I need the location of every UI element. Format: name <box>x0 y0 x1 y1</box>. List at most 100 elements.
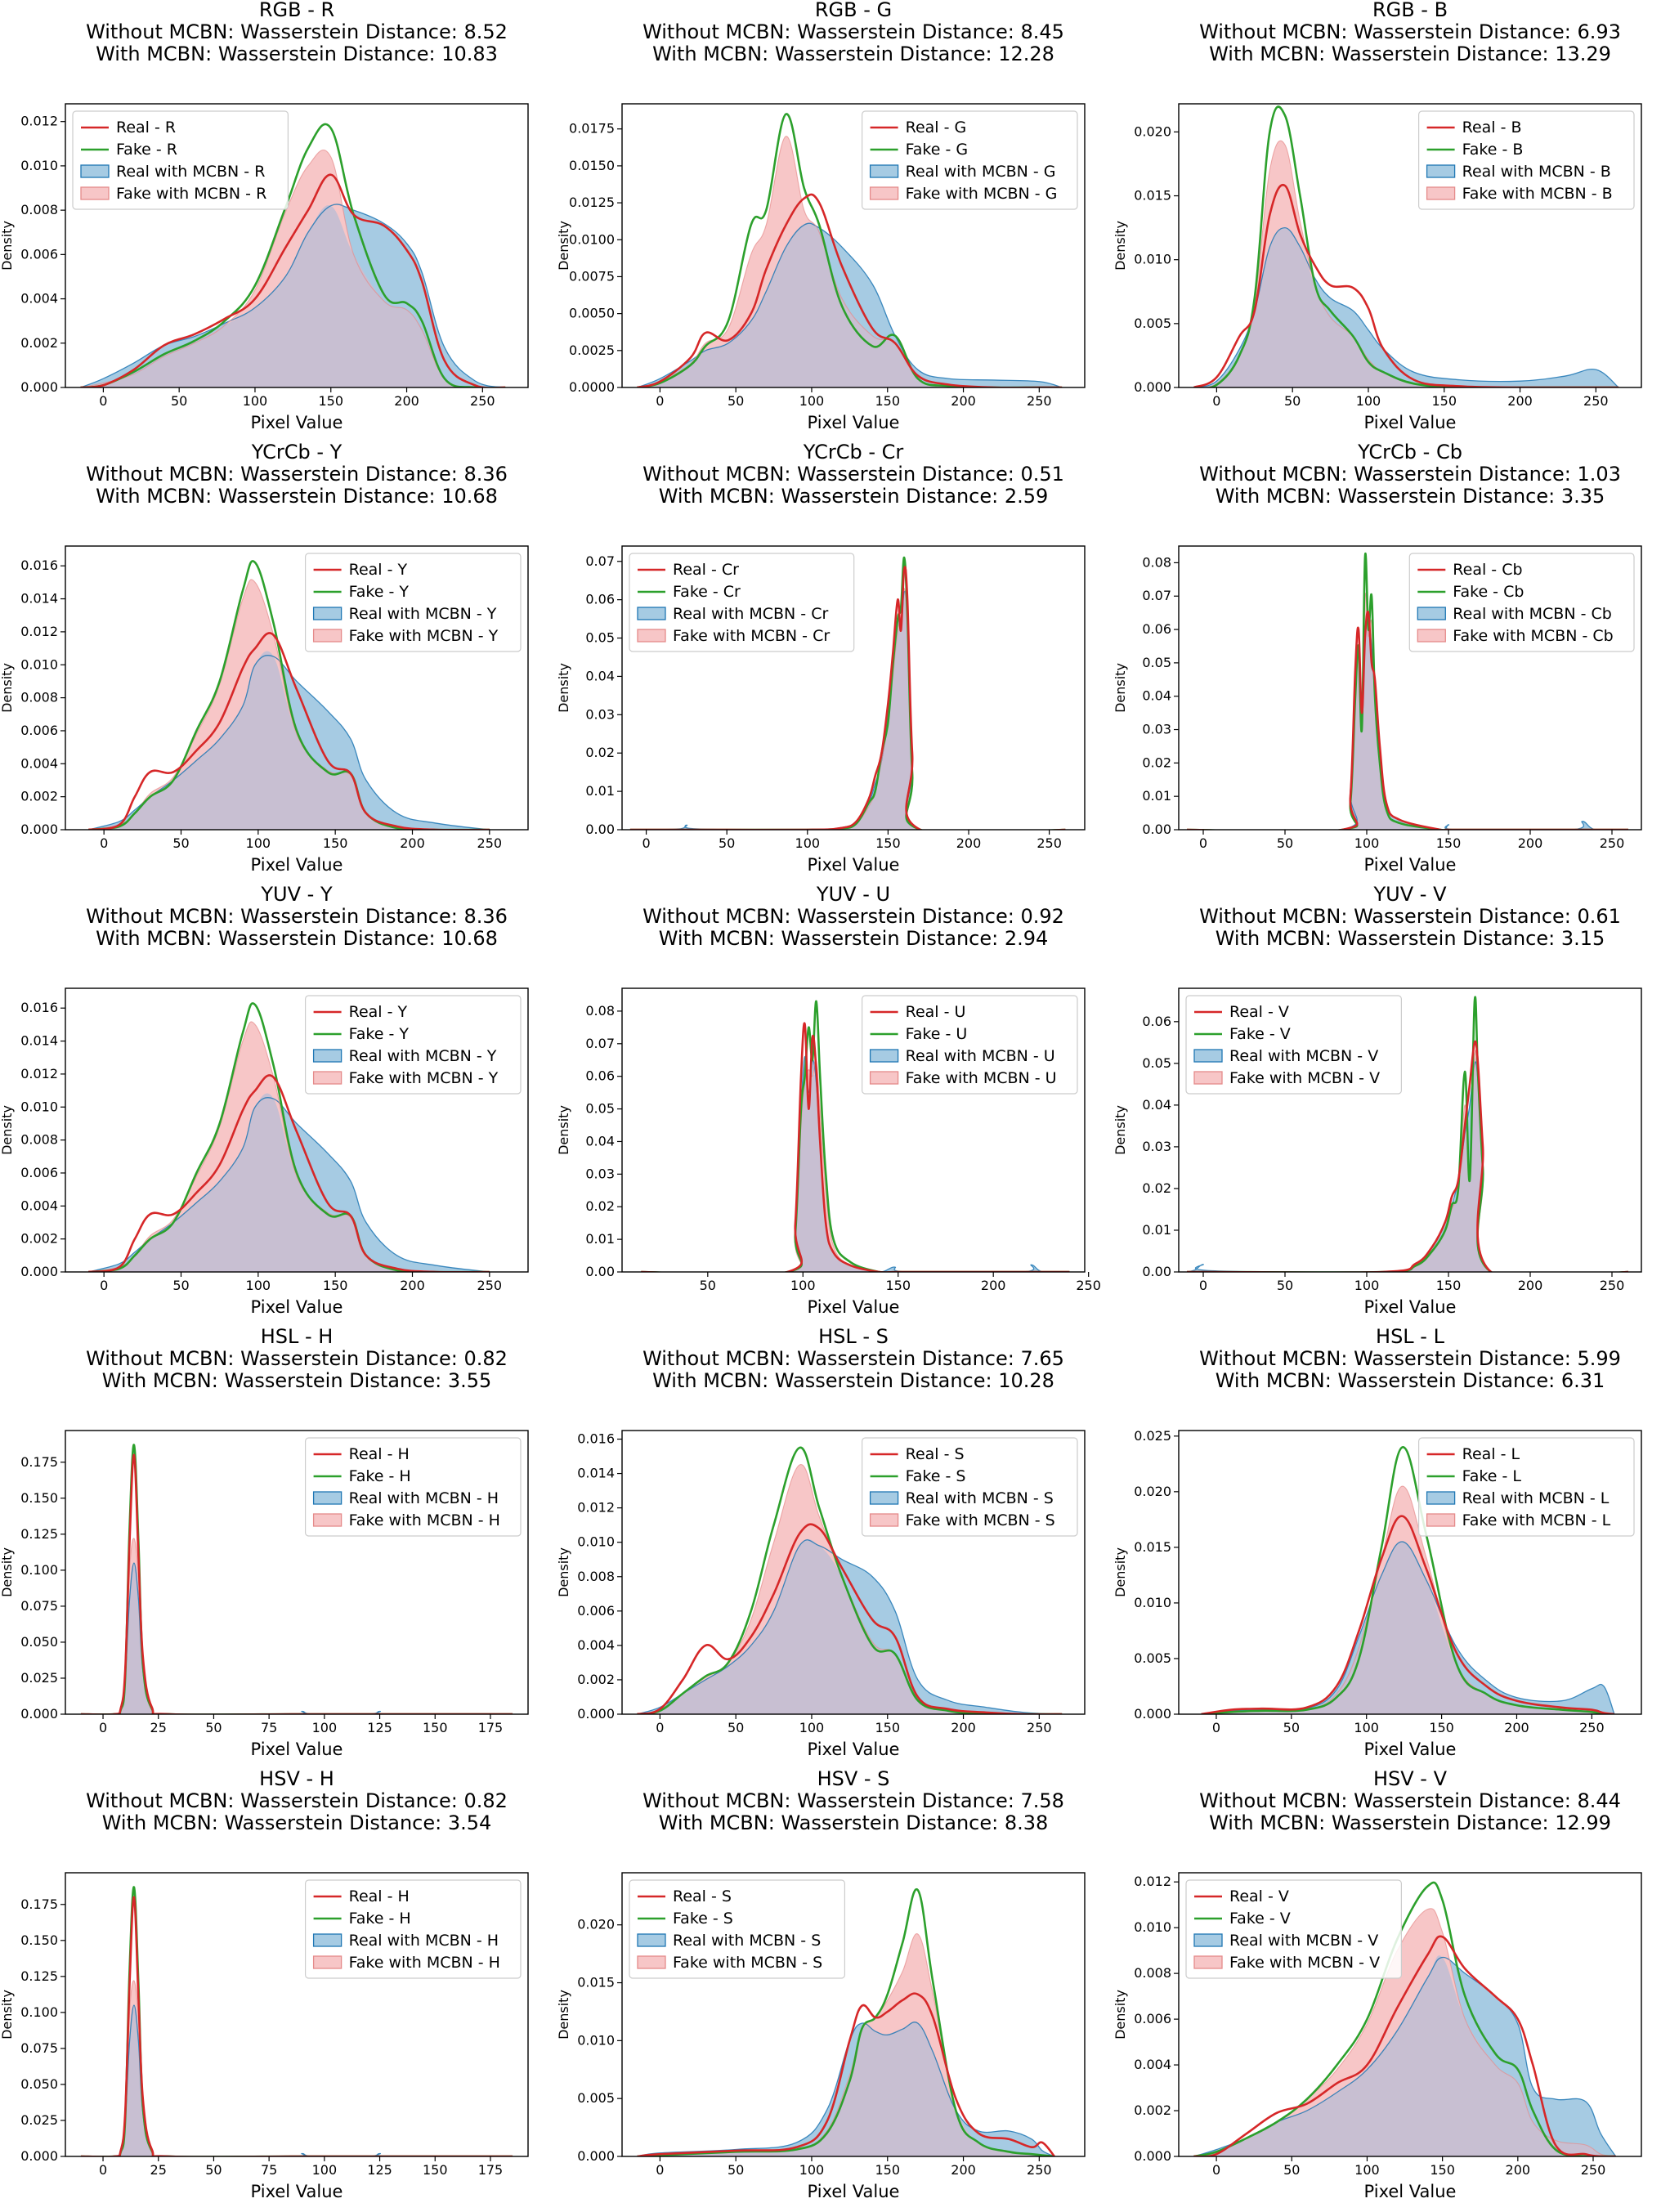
x-axis-label: Pixel Value <box>251 855 343 875</box>
x-tick-label: 250 <box>477 1278 503 1293</box>
y-tick-label: 0.03 <box>585 1166 615 1181</box>
legend-entry: Fake - R <box>116 141 177 159</box>
y-tick-label: 0.008 <box>1134 1965 1171 1981</box>
y-tick-label: 0.010 <box>20 158 58 173</box>
x-tick-label: 0 <box>656 1720 664 1735</box>
legend: Real - Y Fake - Y Real with MCBN - Y Fake w… <box>305 995 522 1095</box>
line-real <box>637 1992 1055 2156</box>
area-overlap <box>641 1074 1070 1272</box>
area-overlap <box>1201 1542 1614 1714</box>
legend-entry: Real - V <box>1229 1003 1289 1021</box>
legend-entry: Real with MCBN - H <box>349 1489 499 1507</box>
x-axis-label: Pixel Value <box>808 2182 900 2201</box>
y-tick-label: 0.016 <box>577 1431 615 1447</box>
y-tick-label: 0.04 <box>1142 688 1171 704</box>
x-axis-label: Pixel Value <box>1364 2182 1457 2201</box>
x-tick-label: 175 <box>478 2162 504 2178</box>
y-axis-label: Density <box>556 1547 571 1597</box>
legend-entry: Fake with MCBN - V <box>1229 1069 1380 1087</box>
x-tick-label: 250 <box>1583 393 1609 409</box>
legend: Real - H Fake - H Real with MCBN - H Fake w… <box>305 1879 522 1979</box>
y-tick-label: 0.002 <box>577 1672 615 1687</box>
axes-frame <box>65 1430 529 1715</box>
y-tick-label: 0.01 <box>1142 788 1171 804</box>
x-tick-label: 50 <box>171 393 187 409</box>
x-tick-label: 150 <box>1431 393 1457 409</box>
y-tick-label: 0.004 <box>20 291 58 307</box>
chart-subtitle-with: With MCBN: Wasserstein Distance: 3.55 <box>102 1369 492 1392</box>
legend-entry: Fake with MCBN - V <box>1229 1954 1380 1972</box>
y-tick-label: 0.150 <box>20 1932 58 1948</box>
y-tick-label: 0.06 <box>1142 1014 1171 1029</box>
chart-subtitle-with: With MCBN: Wasserstein Distance: 2.94 <box>659 927 1049 950</box>
y-tick-label: 0.020 <box>1134 1484 1171 1499</box>
y-tick-label: 0.07 <box>585 1036 615 1051</box>
y-tick-label: 0.025 <box>1134 1428 1171 1444</box>
line-fake <box>637 113 1063 387</box>
legend-entry: Real - V <box>1229 1887 1289 1905</box>
legend-entry: Fake - V <box>1229 1025 1291 1043</box>
area-overlap <box>80 205 506 387</box>
legend-entry: Fake with MCBN - G <box>906 185 1058 203</box>
x-tick-label: 200 <box>951 393 976 409</box>
legend-entry: Real - S <box>906 1445 965 1463</box>
line-fake <box>1193 1881 1616 2156</box>
y-tick-label: 0.004 <box>577 1637 615 1653</box>
x-axis-label: Pixel Value <box>808 1740 900 1759</box>
legend-entry: Fake with MCBN - Y <box>349 627 499 645</box>
y-tick-label: 0.016 <box>20 557 58 573</box>
x-tick-label: 200 <box>951 1720 976 1735</box>
plot-area <box>1201 1446 1615 1714</box>
legend: Real - Cr Fake - Cr Real with MCBN - Cr Fak… <box>629 553 855 652</box>
y-tick-label: 0.010 <box>577 1534 615 1550</box>
y-axis-label: Density <box>0 221 15 271</box>
y-tick-label: 0.04 <box>1142 1097 1171 1113</box>
legend-entry: Fake - H <box>349 1467 411 1485</box>
y-tick-label: 0.06 <box>585 592 615 607</box>
axes-frame <box>65 1872 529 2157</box>
legend-entry: Fake - Cb <box>1453 583 1524 601</box>
y-tick-label: 0.000 <box>20 1706 58 1722</box>
y-tick-label: 0.0175 <box>569 121 615 137</box>
y-tick-label: 0.010 <box>20 1099 58 1114</box>
area-fake-mcbn <box>637 1464 1063 1714</box>
legend-entry: Real - Cr <box>673 561 739 579</box>
x-tick-label: 150 <box>875 2162 900 2178</box>
legend-entry: Fake - Y <box>349 1025 410 1043</box>
y-axis-label: Density <box>556 1105 571 1155</box>
axes-frame <box>1178 1430 1642 1715</box>
legend-entry: Real with MCBN - U <box>906 1047 1055 1065</box>
y-tick-label: 0.02 <box>1142 1180 1171 1196</box>
x-axis-label: Pixel Value <box>808 1297 900 1317</box>
plot-area <box>80 123 506 387</box>
y-tick-label: 0.0000 <box>569 379 615 395</box>
x-tick-label: 125 <box>367 1720 392 1735</box>
legend-entry: Fake with MCBN - S <box>906 1511 1055 1529</box>
plot-area <box>88 1002 490 1272</box>
y-tick-label: 0.006 <box>577 1603 615 1619</box>
legend-swatch <box>312 1955 343 1969</box>
legend-swatch <box>1426 164 1456 178</box>
chart-title: HSV - S <box>817 1767 890 1790</box>
legend-entry: Real with MCBN - V <box>1229 1932 1378 1950</box>
line-real <box>88 1074 490 1272</box>
chart-subtitle-with: With MCBN: Wasserstein Distance: 13.29 <box>1209 43 1611 65</box>
legend-box <box>305 553 522 652</box>
y-axis-label: Density <box>1113 221 1128 271</box>
y-tick-label: 0.008 <box>20 1132 58 1148</box>
y-tick-label: 0.015 <box>577 1975 615 1990</box>
chart-panel: YUV - U Without MCBN: Wasserstein Distanc… <box>556 883 1113 1327</box>
line-real <box>637 193 1063 387</box>
legend-swatch <box>312 629 343 643</box>
chart-panel: YCrCb - Y Without MCBN: Wasserstein Dista… <box>0 441 557 884</box>
line-real <box>629 566 1066 830</box>
y-tick-label: 0.0100 <box>569 231 615 247</box>
chart-panel: YCrCb - Cr Without MCBN: Wasserstein Dist… <box>556 441 1113 884</box>
y-tick-label: 0.03 <box>1142 1139 1171 1154</box>
y-tick-label: 0.02 <box>1142 754 1171 770</box>
legend: Real - G Fake - G Real with MCBN - G Fake w… <box>862 110 1078 210</box>
y-tick-label: 0.175 <box>20 1896 58 1912</box>
x-axis-label: Pixel Value <box>251 1740 343 1759</box>
